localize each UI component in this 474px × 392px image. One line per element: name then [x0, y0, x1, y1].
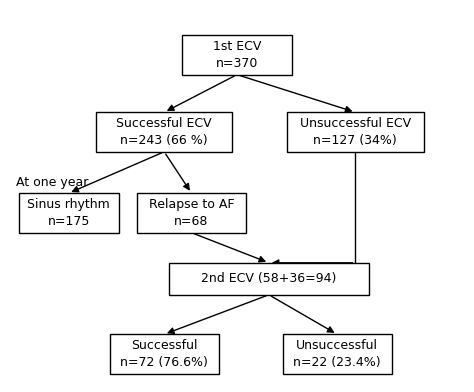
- FancyBboxPatch shape: [18, 193, 118, 233]
- FancyBboxPatch shape: [96, 112, 232, 152]
- Text: Successful ECV: Successful ECV: [117, 117, 212, 130]
- Text: Unsuccessful ECV: Unsuccessful ECV: [300, 117, 411, 130]
- Text: n=72 (76.6%): n=72 (76.6%): [120, 356, 208, 369]
- FancyBboxPatch shape: [169, 263, 369, 295]
- FancyBboxPatch shape: [283, 334, 392, 374]
- Text: Unsuccessful: Unsuccessful: [296, 339, 378, 352]
- Text: Relapse to AF: Relapse to AF: [149, 198, 234, 211]
- Text: n=127 (34%): n=127 (34%): [313, 134, 397, 147]
- Text: n=370: n=370: [216, 57, 258, 70]
- FancyBboxPatch shape: [182, 35, 292, 74]
- Text: n=22 (23.4%): n=22 (23.4%): [293, 356, 381, 369]
- FancyBboxPatch shape: [137, 193, 246, 233]
- Text: 1st ECV: 1st ECV: [213, 40, 261, 53]
- Text: n=175: n=175: [47, 215, 90, 228]
- Text: Sinus rhythm: Sinus rhythm: [27, 198, 110, 211]
- Text: n=243 (66 %): n=243 (66 %): [120, 134, 208, 147]
- FancyBboxPatch shape: [109, 334, 219, 374]
- FancyBboxPatch shape: [287, 112, 424, 152]
- Text: Successful: Successful: [131, 339, 198, 352]
- Text: 2nd ECV (58+36=94): 2nd ECV (58+36=94): [201, 272, 337, 285]
- Text: At one year: At one year: [16, 176, 89, 189]
- Text: n=68: n=68: [174, 215, 209, 228]
